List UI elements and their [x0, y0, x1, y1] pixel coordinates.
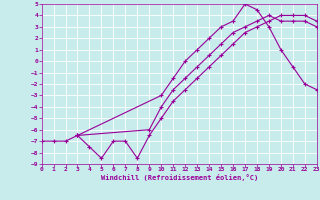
X-axis label: Windchill (Refroidissement éolien,°C): Windchill (Refroidissement éolien,°C) [100, 174, 258, 181]
